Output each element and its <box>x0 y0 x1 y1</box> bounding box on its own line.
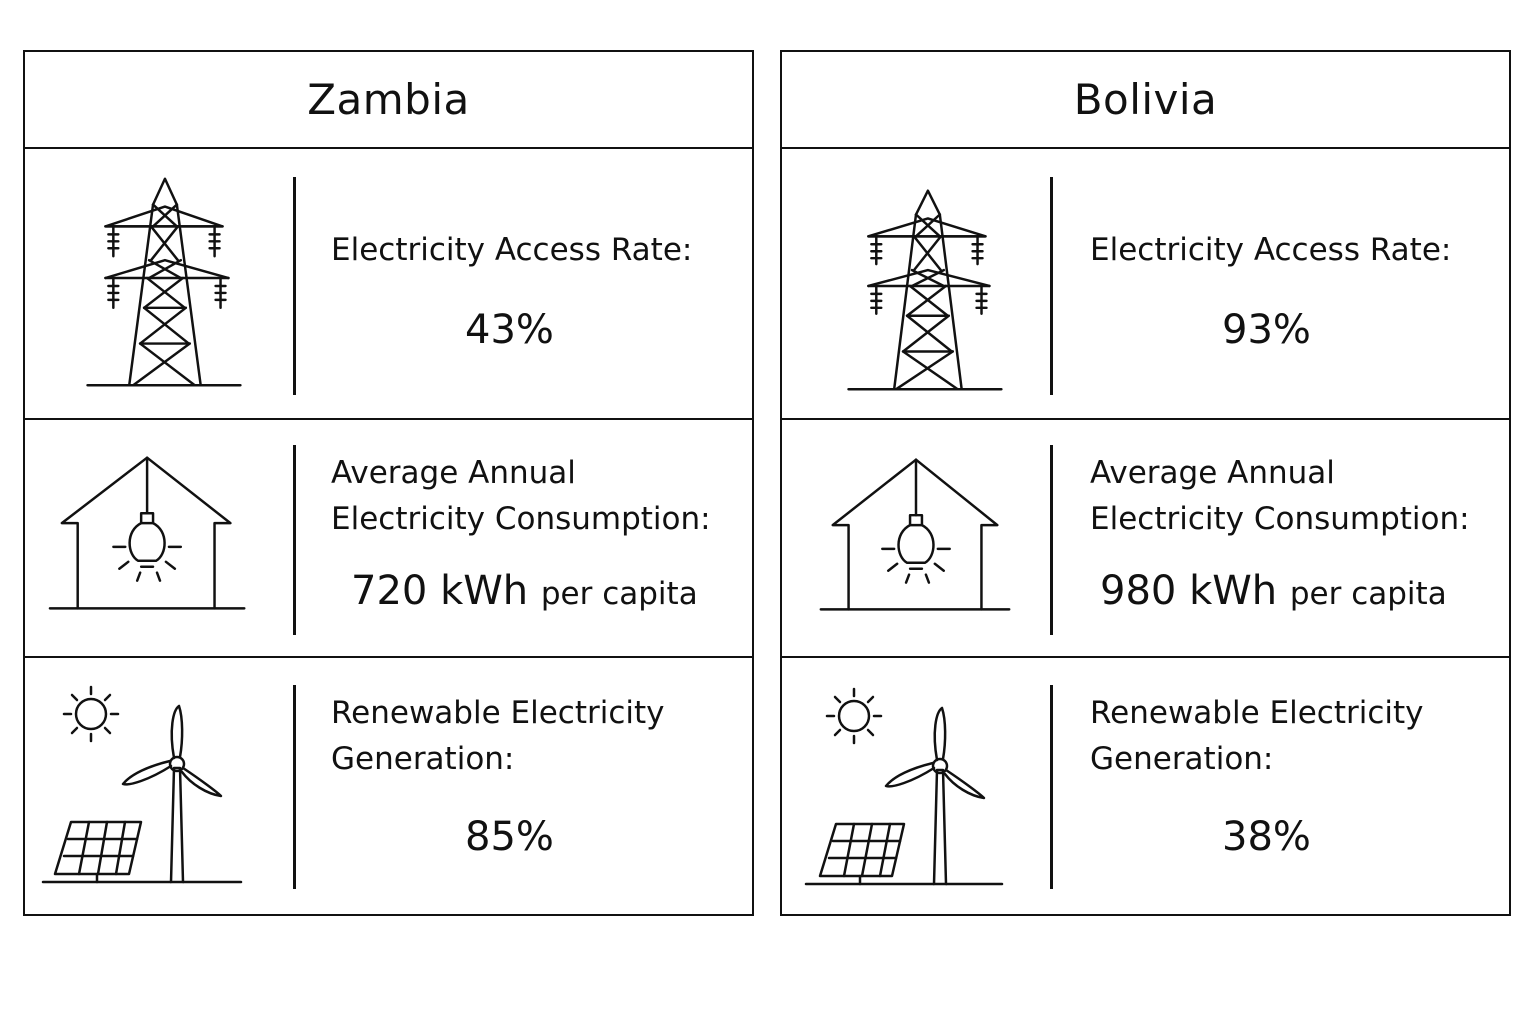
renewable-text: Renewable Electricity Generation: 85% <box>331 658 732 913</box>
access-text: Electricity Access Rate: 43% <box>331 149 732 418</box>
access-value: 93% <box>1222 307 1311 353</box>
house-lightbulb-icon <box>782 420 1050 656</box>
consumption-value: 980 kWh per capita <box>1100 568 1447 614</box>
panel-header: Zambia <box>25 52 752 149</box>
consumption-unit: per capita <box>1289 576 1447 612</box>
country-panel-zambia: Zambia <box>23 50 754 916</box>
sun-wind-solar-icon <box>782 658 1050 913</box>
access-value: 43% <box>465 307 554 353</box>
renewable-row: Renewable Electricity Generation: 85% <box>25 658 752 913</box>
row-divider <box>293 445 296 635</box>
consumption-label: Average Annual Electricity Consumption: <box>1090 455 1470 537</box>
renewable-label: Renewable Electricity Generation: <box>331 695 665 777</box>
access-row: Electricity Access Rate: 43% <box>25 149 752 420</box>
row-divider <box>1050 177 1053 395</box>
access-label: Electricity Access Rate: <box>331 232 693 268</box>
consumption-label: Average Annual Electricity Consumption: <box>331 455 711 537</box>
row-divider <box>293 177 296 395</box>
consumption-amount: 980 kWh <box>1100 568 1278 614</box>
house-lightbulb-icon <box>25 420 293 656</box>
renewable-text: Renewable Electricity Generation: 38% <box>1088 658 1489 913</box>
renewable-label: Renewable Electricity Generation: <box>1090 695 1424 777</box>
consumption-row: Average Annual Electricity Consumption: … <box>25 420 752 658</box>
access-label: Electricity Access Rate: <box>1090 232 1452 268</box>
renewable-value: 38% <box>1222 814 1311 860</box>
power-tower-icon <box>25 149 293 418</box>
consumption-value: 720 kWh per capita <box>351 568 698 614</box>
country-panel-bolivia: Bolivia <box>780 50 1511 916</box>
consumption-unit: per capita <box>540 576 698 612</box>
country-title: Zambia <box>307 75 470 124</box>
power-tower-icon <box>782 149 1050 418</box>
row-divider <box>1050 445 1053 635</box>
consumption-text: Average Annual Electricity Consumption: … <box>1088 420 1489 656</box>
sun-wind-solar-icon <box>25 658 293 913</box>
row-divider <box>1050 685 1053 889</box>
access-text: Electricity Access Rate: 93% <box>1088 149 1489 418</box>
access-row: Electricity Access Rate: 93% <box>782 149 1509 420</box>
consumption-row: Average Annual Electricity Consumption: … <box>782 420 1509 658</box>
panel-header: Bolivia <box>782 52 1509 149</box>
consumption-amount: 720 kWh <box>351 568 529 614</box>
consumption-text: Average Annual Electricity Consumption: … <box>331 420 732 656</box>
renewable-value: 85% <box>465 814 554 860</box>
country-title: Bolivia <box>1073 75 1218 124</box>
renewable-row: Renewable Electricity Generation: 38% <box>782 658 1509 913</box>
row-divider <box>293 685 296 889</box>
